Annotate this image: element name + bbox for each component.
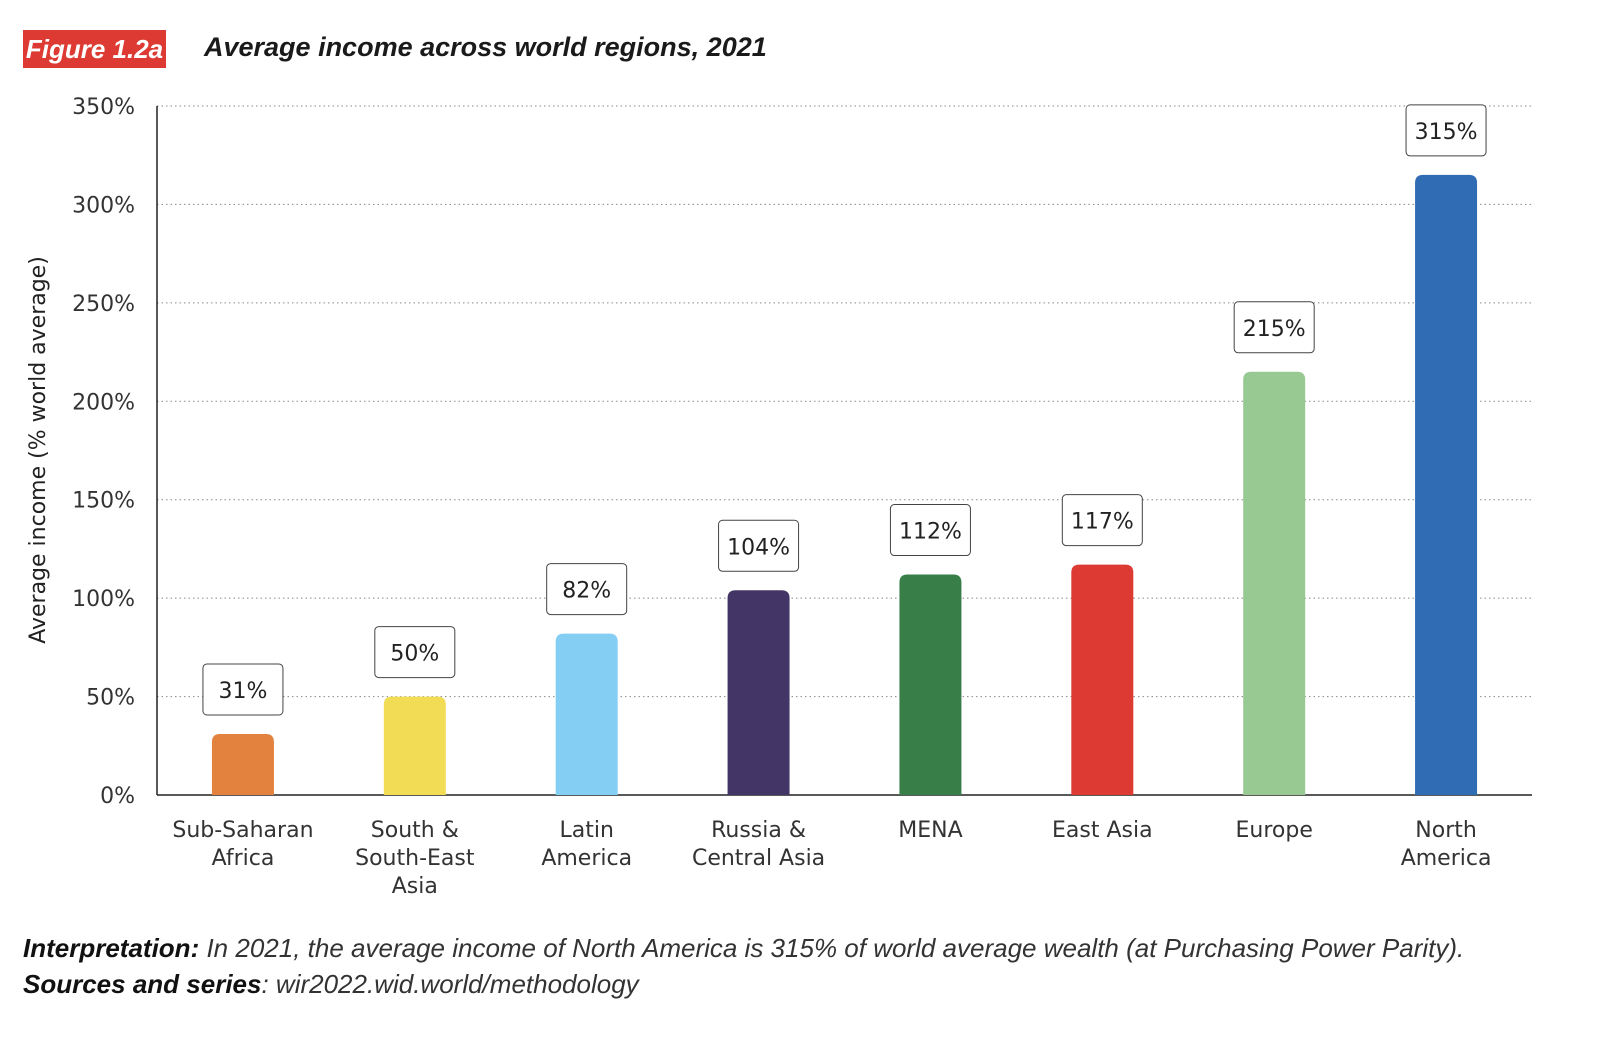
data-label: 31% — [218, 679, 267, 704]
data-label: 117% — [1071, 510, 1134, 535]
y-tick-label: 350% — [72, 95, 135, 120]
x-tick-label: South-East — [355, 846, 475, 871]
data-label-box — [889, 504, 971, 557]
x-tick-label: Russia & — [711, 818, 806, 843]
bar — [727, 590, 790, 795]
data-label-box — [1405, 104, 1487, 157]
data-label: 104% — [727, 535, 790, 560]
sources-label: Sources and series — [23, 969, 262, 999]
x-tick-label: South & — [371, 818, 459, 843]
bar — [555, 633, 618, 795]
bar — [1415, 174, 1478, 795]
y-tick-label: 250% — [72, 292, 135, 317]
data-label-box — [374, 626, 456, 679]
chart-title: Average income across world regions, 202… — [204, 32, 767, 62]
data-label-box — [202, 663, 284, 716]
x-tick-label: Europe — [1236, 818, 1313, 843]
data-label: 112% — [899, 520, 962, 545]
interpretation-note: Interpretation: In 2021, the average inc… — [23, 930, 1563, 1002]
y-axis-label: Average income (% world average) — [26, 256, 51, 644]
figure-label: Figure 1.2a — [23, 30, 166, 68]
x-tick-label: Africa — [212, 846, 275, 871]
data-label: 315% — [1415, 120, 1478, 145]
x-tick-label: Asia — [392, 874, 438, 899]
x-tick-label: Central Asia — [692, 846, 825, 871]
y-tick-label: 150% — [72, 489, 135, 514]
y-tick-label: 300% — [72, 193, 135, 218]
x-tick-label: America — [1401, 846, 1492, 871]
y-tick-label: 50% — [86, 686, 135, 711]
data-label-box — [1061, 494, 1143, 547]
data-label: 82% — [562, 579, 611, 604]
x-tick-label: Sub-Saharan — [172, 818, 313, 843]
bar — [1243, 371, 1306, 795]
x-tick-label: North — [1415, 818, 1477, 843]
bar — [211, 733, 274, 795]
bar — [899, 574, 962, 795]
interpretation-label: Interpretation: — [23, 933, 200, 963]
data-label-box — [546, 563, 628, 616]
x-tick-label: America — [541, 846, 632, 871]
bar-chart: 0% 50% 100% 150% 200% 250% 300% 350% Average inc… — [26, 95, 1532, 899]
x-tick-label: East Asia — [1052, 818, 1153, 843]
bar — [383, 696, 446, 795]
x-tick-label: MENA — [898, 818, 962, 843]
y-tick-label: 0% — [100, 784, 135, 809]
y-tick-label: 200% — [72, 390, 135, 415]
bar — [1071, 564, 1134, 795]
data-label-box — [1233, 301, 1315, 354]
data-label-box — [718, 519, 800, 572]
x-tick-label: Latin — [559, 818, 613, 843]
data-label: 50% — [390, 642, 439, 667]
data-label: 215% — [1243, 317, 1306, 342]
interpretation-text: In 2021, the average income of North Ame… — [199, 933, 1465, 963]
sources-text: : wir2022.wid.world/methodology — [261, 969, 639, 999]
y-tick-label: 100% — [72, 587, 135, 612]
